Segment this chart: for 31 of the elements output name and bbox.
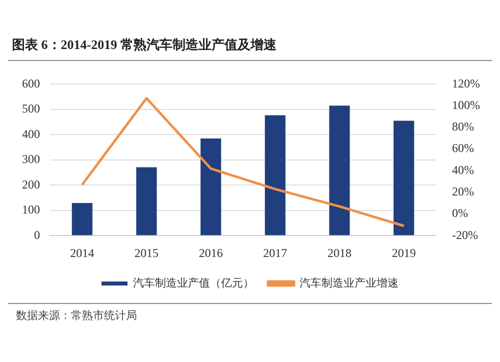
y2-tick-label: 120% bbox=[452, 76, 480, 90]
y-tick-label: 500 bbox=[22, 102, 40, 116]
y-tick-label: 400 bbox=[22, 126, 40, 141]
y2-tick-label: 80% bbox=[452, 120, 474, 134]
y-tick-label: 600 bbox=[22, 76, 40, 90]
x-tick-label: 2017 bbox=[263, 246, 288, 260]
y2-tick-label: 60% bbox=[452, 141, 474, 156]
x-tick-label: 2015 bbox=[134, 246, 158, 260]
y2-tick-label: 20% bbox=[452, 184, 474, 198]
y2-tick-label: 40% bbox=[452, 162, 474, 177]
y-tick-label: 300 bbox=[22, 152, 40, 166]
x-tick-label: 2016 bbox=[198, 246, 223, 260]
legend-label: 汽车制造业产值（亿元） bbox=[133, 276, 254, 290]
bar bbox=[329, 106, 350, 236]
bar bbox=[264, 115, 286, 236]
source-note: 数据来源：常熟市统计局 bbox=[16, 308, 138, 323]
y2-tick-label: 0% bbox=[452, 206, 468, 220]
y2-tick-label: 100% bbox=[452, 98, 480, 112]
legend-label: 汽车制造业产业增速 bbox=[300, 276, 398, 290]
y-tick-label: 100 bbox=[22, 202, 40, 217]
x-tick-label: 2019 bbox=[392, 246, 416, 260]
bar bbox=[200, 138, 222, 236]
x-tick-label: 2014 bbox=[70, 246, 94, 260]
chart-title: 图表 6：2014-2019 常熟汽车制造业产值及增速 bbox=[8, 8, 492, 61]
y-tick-label: 200 bbox=[22, 177, 40, 192]
bar bbox=[72, 203, 92, 236]
y2-tick-label: -20% bbox=[452, 228, 478, 242]
x-tick-label: 2018 bbox=[328, 246, 352, 260]
bar bbox=[394, 120, 414, 236]
y-tick-label: 0 bbox=[34, 228, 40, 242]
bar bbox=[136, 167, 157, 236]
